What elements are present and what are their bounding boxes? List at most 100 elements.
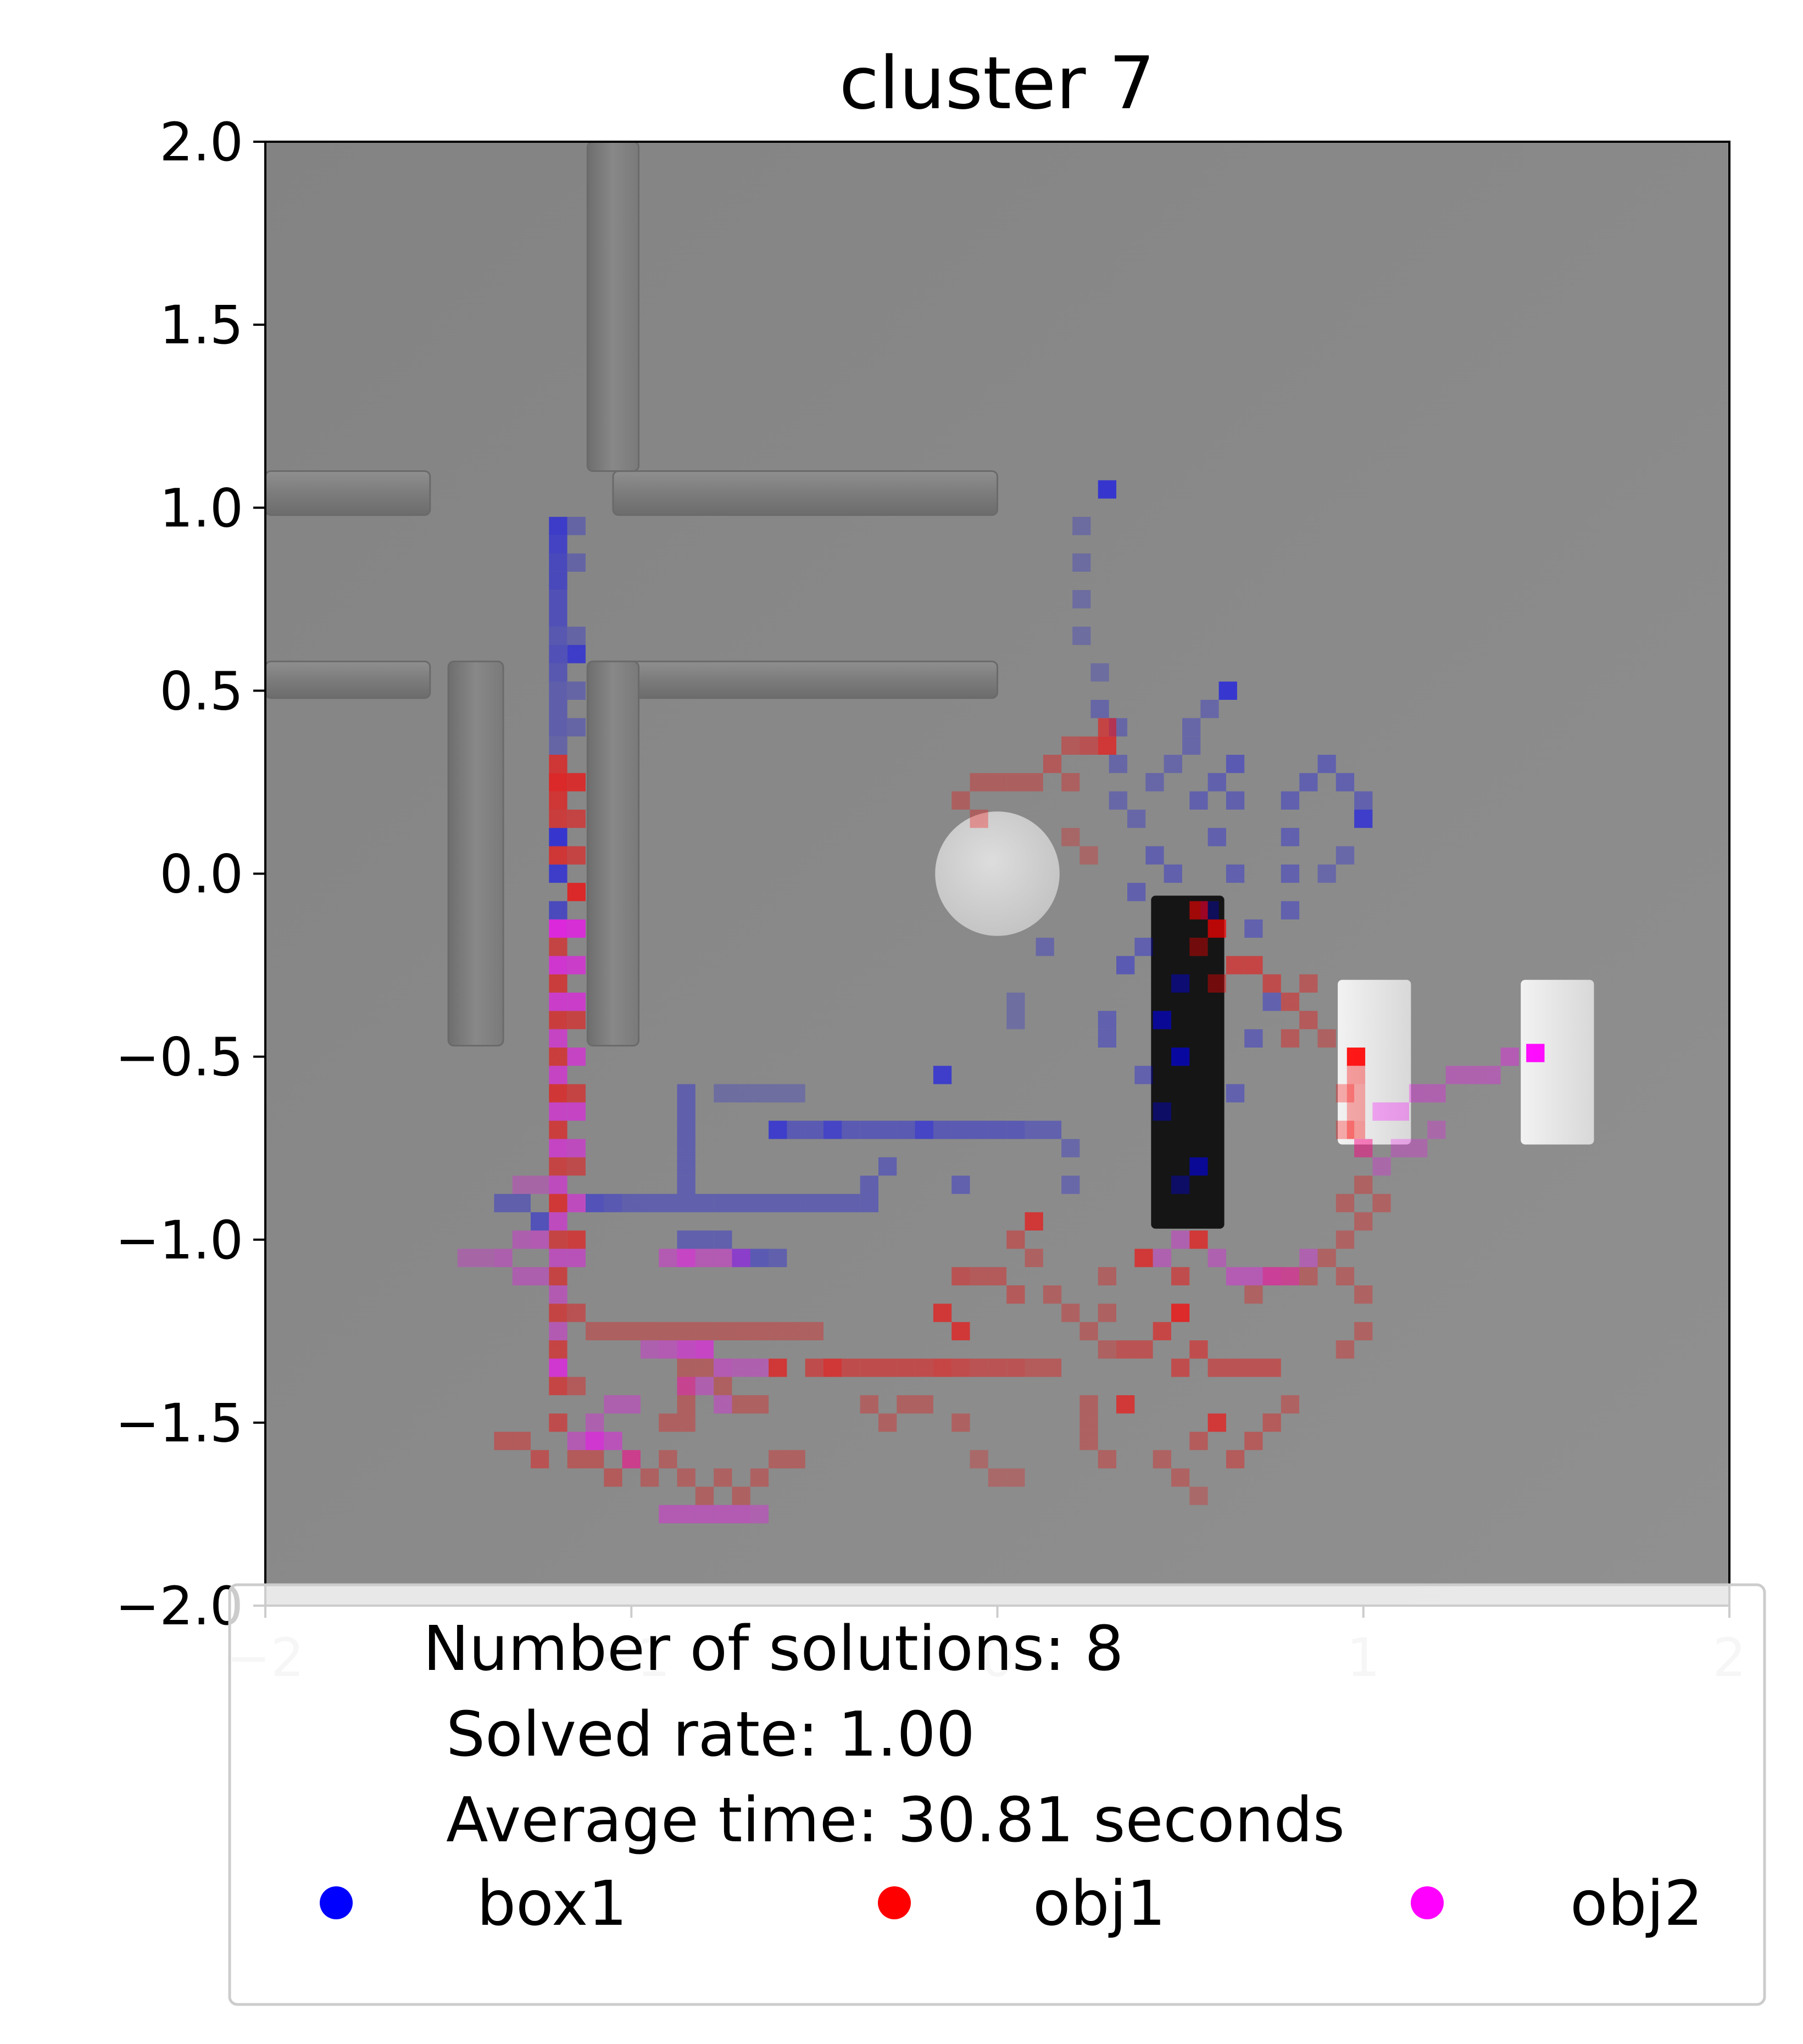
cell-obj1 (640, 1322, 659, 1340)
cell-box1 (769, 1194, 787, 1212)
cell-box1 (769, 1249, 787, 1267)
cell-obj2 (1281, 1267, 1300, 1285)
cell-obj1 (604, 1468, 622, 1487)
cell-obj1 (1317, 1249, 1336, 1267)
cell-box1 (1153, 1011, 1171, 1029)
cell-obj2 (640, 1340, 659, 1359)
cell-box1 (677, 1102, 695, 1121)
cell-box1 (677, 1230, 695, 1249)
cell-box1 (1207, 828, 1226, 846)
y-tick-label: 2.0 (159, 112, 243, 173)
cell-box1 (1207, 773, 1226, 792)
cell-box1 (677, 1084, 695, 1102)
cell-obj1 (951, 1267, 970, 1285)
cell-obj1 (714, 1468, 732, 1487)
cell-obj1 (1098, 736, 1116, 755)
cell-obj1 (732, 1322, 750, 1340)
cell-box1 (1145, 846, 1164, 865)
cell-obj1 (1244, 1285, 1263, 1304)
cell-obj1 (1335, 1121, 1355, 1139)
cell-obj2 (549, 1285, 567, 1304)
cell-obj1 (1025, 773, 1043, 792)
cell-box1 (549, 535, 567, 554)
cell-obj2 (732, 1505, 750, 1524)
cell-obj1 (512, 1432, 531, 1450)
cell-obj1 (1116, 1395, 1135, 1414)
cell-obj2 (1482, 1066, 1501, 1084)
cell-obj2 (1445, 1066, 1464, 1084)
cell-box1 (1226, 755, 1245, 773)
cell-obj1 (567, 846, 586, 865)
cell-box1 (549, 901, 567, 920)
cell-obj1 (805, 1322, 823, 1340)
cell-box1 (549, 736, 567, 755)
cell-obj1 (1116, 1340, 1135, 1359)
cell-box1 (769, 1121, 787, 1139)
cell-obj1 (1346, 1084, 1366, 1102)
cell-obj2 (567, 1048, 586, 1066)
cell-box1 (1153, 1102, 1171, 1121)
cell-obj2 (695, 1377, 714, 1395)
cell-obj2 (695, 1505, 714, 1524)
legend-stats-line-2: Solved rate: 1.00 (446, 1699, 975, 1770)
y-tick-label: −2.0 (115, 1575, 243, 1637)
cell-obj1 (1354, 1212, 1373, 1231)
cell-obj1 (1153, 1322, 1171, 1340)
cell-obj1 (750, 1468, 769, 1487)
cell-obj1 (1171, 1304, 1190, 1322)
cell-box1 (732, 1084, 750, 1102)
cell-obj2 (512, 1230, 531, 1249)
cell-obj1 (750, 1322, 769, 1340)
cell-box1 (695, 1194, 714, 1212)
cell-obj2 (750, 1358, 769, 1377)
wall-2 (612, 470, 998, 516)
cell-obj1 (549, 1011, 567, 1029)
cell-obj1 (659, 1413, 677, 1432)
cell-obj2 (549, 1249, 567, 1267)
cell-obj2 (1409, 1139, 1428, 1157)
cell-obj2 (549, 919, 567, 938)
cell-box1 (842, 1121, 860, 1139)
cell-box1 (1072, 516, 1091, 536)
cell-box1 (1281, 828, 1300, 846)
cell-obj1 (1354, 1139, 1373, 1157)
cell-obj1 (567, 1450, 586, 1469)
cell-box1 (1354, 791, 1373, 810)
cell-box1 (1134, 1066, 1153, 1084)
cell-obj1 (677, 1395, 695, 1414)
cell-box1 (1335, 773, 1355, 792)
cell-obj1 (1134, 1340, 1153, 1359)
cell-obj1 (1189, 1230, 1208, 1249)
cell-box1 (695, 1230, 714, 1249)
cell-obj1 (1079, 736, 1098, 755)
cell-obj1 (1079, 1413, 1098, 1432)
cell-obj1 (1098, 1267, 1116, 1285)
cell-obj1 (970, 773, 988, 792)
cell-box1 (1244, 919, 1263, 938)
cell-obj1 (567, 1084, 586, 1102)
cell-obj2 (567, 1102, 586, 1121)
cell-box1 (951, 1176, 970, 1194)
cell-obj1 (695, 1322, 714, 1340)
cell-obj2 (604, 1395, 622, 1414)
cell-obj1 (714, 1322, 732, 1340)
cell-obj2 (1390, 1139, 1409, 1157)
cell-box1 (1145, 773, 1164, 792)
cell-obj2 (677, 1340, 695, 1359)
cell-obj1 (1335, 1267, 1355, 1285)
cell-box1 (878, 1121, 897, 1139)
cell-box1 (549, 718, 567, 737)
cell-box1 (1109, 755, 1127, 773)
cell-obj1 (787, 1450, 805, 1469)
cell-box1 (677, 1194, 695, 1212)
cell-obj1 (1207, 1413, 1226, 1432)
cell-obj1 (549, 791, 567, 810)
cell-obj1 (1006, 1230, 1025, 1249)
cell-box1 (677, 1176, 695, 1194)
cell-obj2 (750, 1505, 769, 1524)
cell-box1 (531, 1212, 549, 1231)
cell-obj2 (1427, 1121, 1446, 1139)
cell-box1 (549, 700, 567, 719)
cell-box1 (1072, 590, 1091, 609)
cell-obj1 (531, 1450, 549, 1469)
